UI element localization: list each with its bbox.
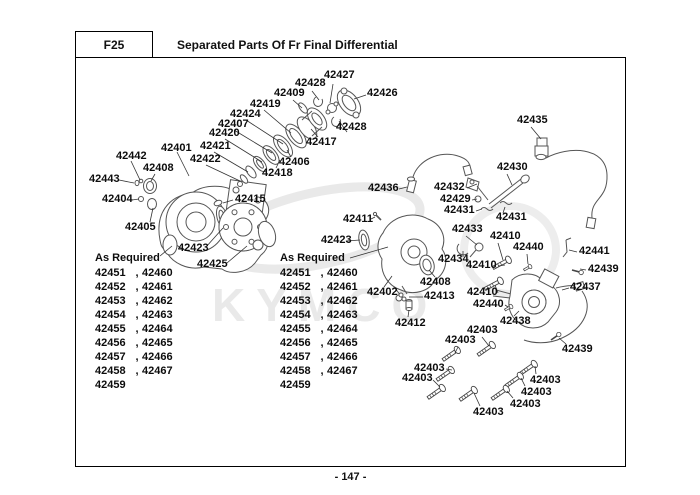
diagram-frame [75, 57, 626, 467]
linkage-drawing [465, 174, 530, 211]
page-title: Separated Parts Of Fr Final Differential [177, 38, 398, 52]
harness-wire-drawing [534, 137, 608, 230]
right-carrier-drawing [358, 214, 447, 302]
actuator-drawing [492, 268, 588, 344]
speed-sensor-drawing [406, 153, 473, 194]
brand-watermark: KYMCO [212, 279, 439, 331]
pinion-shaft-exploded-drawing [237, 87, 362, 187]
figure-code: F25 [103, 37, 125, 52]
leader-lines [118, 83, 587, 407]
figure-code-box: F25 [75, 31, 153, 58]
page-number: - 147 - [334, 471, 367, 483]
cover-bolts-drawing [425, 339, 540, 404]
diff-carrier-drawing [215, 202, 277, 252]
